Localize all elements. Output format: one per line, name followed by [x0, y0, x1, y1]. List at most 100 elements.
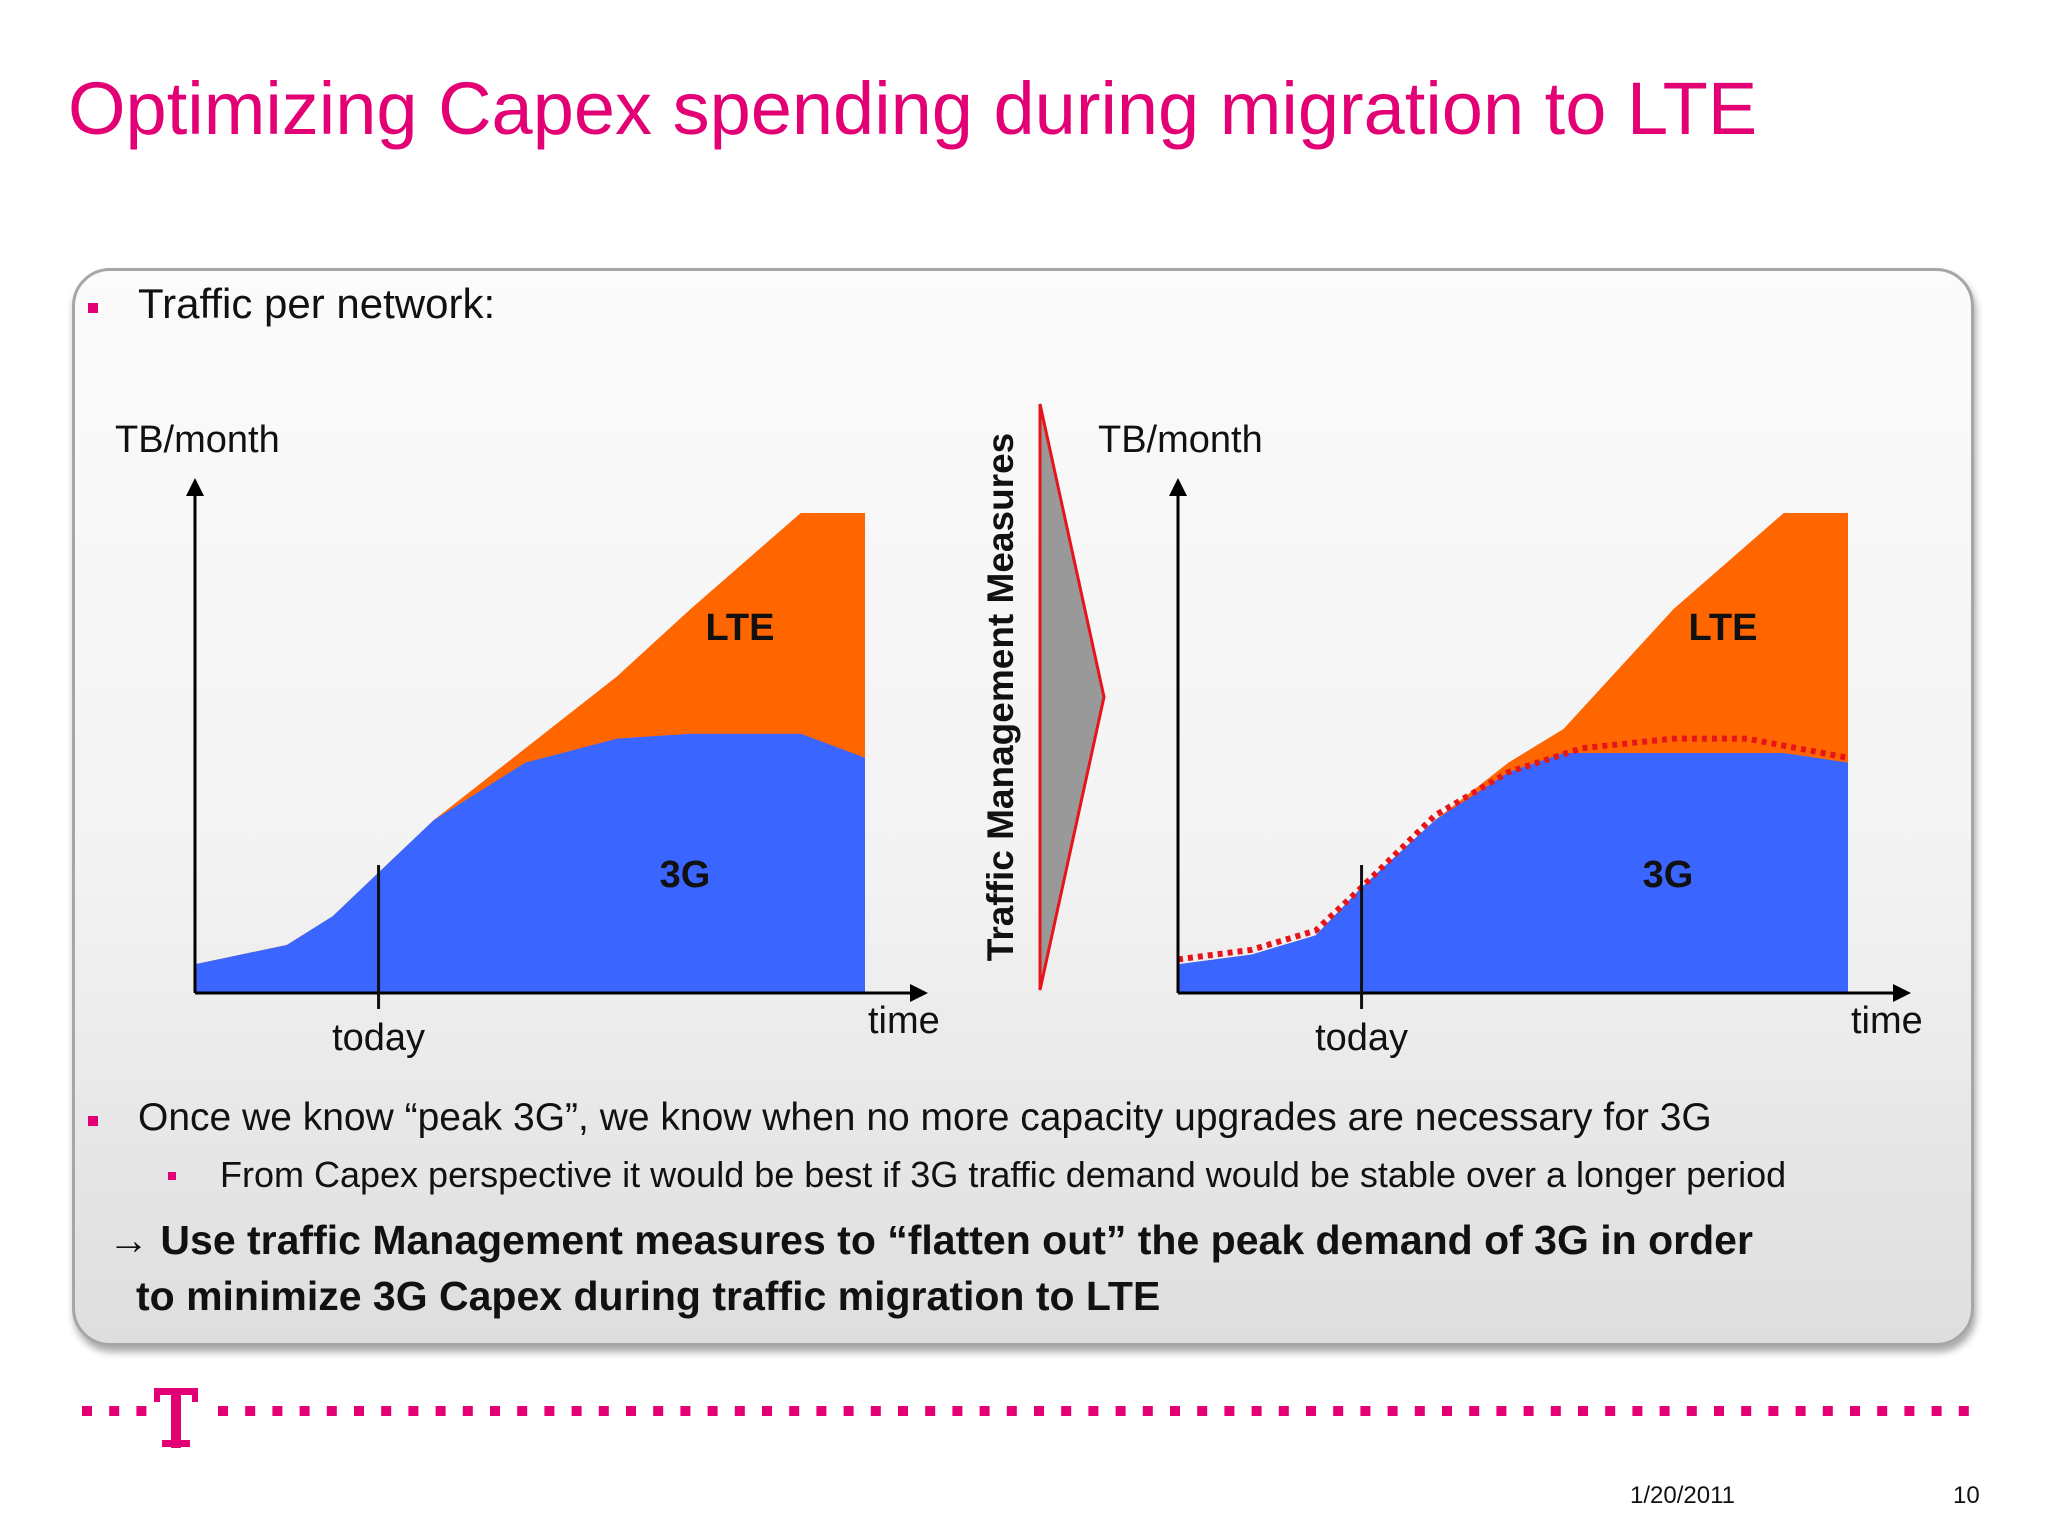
footer-dot — [816, 1406, 827, 1416]
footer-dots — [82, 1406, 1969, 1416]
footer-dot — [979, 1406, 990, 1416]
today-label: today — [332, 1017, 425, 1059]
footer-dot — [952, 1406, 963, 1416]
footer-dot — [1251, 1406, 1262, 1416]
footer-dot — [1795, 1406, 1806, 1416]
footer-dot — [1714, 1406, 1724, 1416]
footer-dot — [1034, 1406, 1044, 1416]
footer-dot — [1414, 1406, 1425, 1416]
bullet-peak-3g: Once we know “peak 3G”, we know when no … — [138, 1096, 1712, 1139]
footer-dot — [925, 1406, 936, 1416]
chart-after — [1169, 478, 1911, 1009]
3g-series-label: 3G — [660, 854, 711, 896]
footer-dot — [1605, 1406, 1616, 1416]
footer-dot — [734, 1406, 745, 1416]
footer-dot — [1523, 1406, 1534, 1416]
conclusion-arrow-icon: → — [108, 1217, 149, 1263]
footer-dot — [1387, 1406, 1398, 1416]
footer-dot — [517, 1406, 528, 1416]
footer-dot — [1469, 1406, 1480, 1416]
footer-dot — [1088, 1406, 1099, 1416]
footer-page-number: 10 — [1953, 1482, 1980, 1509]
footer-dot — [1632, 1406, 1643, 1416]
3g-area — [1178, 753, 1848, 993]
slide-title: Optimizing Capex spending during migrati… — [68, 67, 1758, 150]
footer-dot — [82, 1406, 92, 1416]
footer-dot — [218, 1406, 228, 1416]
footer-dot — [1115, 1406, 1126, 1416]
telekom-logo — [154, 1388, 198, 1448]
footer-dot — [1822, 1406, 1833, 1416]
sub-bullet-capex: From Capex perspective it would be best … — [220, 1154, 1787, 1195]
y-axis-arrow-icon — [186, 478, 204, 496]
lte-series-label: LTE — [1689, 607, 1758, 649]
footer-dot — [1931, 1406, 1942, 1416]
footer-dot — [1850, 1406, 1860, 1416]
footer-dot — [1224, 1406, 1235, 1416]
footer-dot — [245, 1406, 256, 1416]
x-axis-arrow-icon — [1893, 984, 1911, 1002]
footer-dot — [1768, 1406, 1779, 1416]
footer-dot — [1686, 1406, 1697, 1416]
footer-dot — [1278, 1406, 1289, 1416]
footer-dot — [1306, 1406, 1316, 1416]
footer-dot — [1659, 1406, 1670, 1416]
today-label: today — [1315, 1017, 1408, 1059]
footer-dot — [544, 1406, 555, 1416]
footer-dot — [1550, 1406, 1561, 1416]
x-axis-label: time — [1851, 1000, 1923, 1042]
footer-dot — [1142, 1406, 1153, 1416]
footer-dot — [1333, 1406, 1344, 1416]
footer-dot — [707, 1406, 718, 1416]
footer-dot — [136, 1406, 147, 1416]
bullet-marker — [88, 303, 98, 313]
footer-dot — [1442, 1406, 1452, 1416]
footer-dot — [1741, 1406, 1752, 1416]
conclusion-line-2: to minimize 3G Capex during traffic migr… — [136, 1273, 1161, 1319]
transition-arrow-icon — [1038, 403, 1106, 991]
x-axis-arrow-icon — [910, 984, 928, 1002]
y-axis-label: TB/month — [115, 419, 280, 461]
footer-dot — [354, 1406, 364, 1416]
footer-dot — [1496, 1406, 1507, 1416]
footer-dot — [1877, 1406, 1888, 1416]
conclusion-text: → Use traffic Management measures to “fl… — [108, 1212, 1968, 1324]
bullet-marker — [88, 1116, 98, 1126]
3g-area — [195, 733, 865, 993]
conclusion-line-1: Use traffic Management measures to “flat… — [160, 1217, 1753, 1263]
footer-dot — [1360, 1406, 1371, 1416]
footer-dot — [653, 1406, 664, 1416]
footer-dot — [299, 1406, 310, 1416]
footer-dot — [898, 1406, 908, 1416]
footer-dot — [843, 1406, 854, 1416]
sub-bullet-marker — [168, 1172, 176, 1180]
3g-series-label: 3G — [1643, 854, 1694, 896]
footer-dot — [1061, 1406, 1072, 1416]
footer-dot — [435, 1406, 446, 1416]
footer-dot — [598, 1406, 609, 1416]
footer-dot — [326, 1406, 337, 1416]
footer-dot — [626, 1406, 636, 1416]
footer-dot — [762, 1406, 772, 1416]
footer-dot — [272, 1406, 283, 1416]
chart-before — [186, 478, 928, 1009]
bullet-traffic-per-network: Traffic per network: — [138, 280, 496, 327]
footer-dot — [870, 1406, 881, 1416]
footer-dot — [1578, 1406, 1588, 1416]
footer-dot — [1006, 1406, 1017, 1416]
footer-dot — [1197, 1406, 1208, 1416]
footer-dot — [109, 1406, 120, 1416]
footer-dot — [462, 1406, 473, 1416]
footer-brand-bar — [82, 1388, 1969, 1448]
traffic-management-measures-label: Traffic Management Measures — [980, 433, 1021, 961]
footer-dot — [680, 1406, 691, 1416]
y-axis-arrow-icon — [1169, 478, 1187, 496]
footer-dot — [1904, 1406, 1915, 1416]
footer-date: 1/20/2011 — [1630, 1482, 1735, 1509]
footer-dot — [1958, 1406, 1969, 1416]
lte-series-label: LTE — [706, 607, 775, 649]
x-axis-label: time — [868, 1000, 940, 1042]
y-axis-label: TB/month — [1098, 419, 1263, 461]
footer-dot — [381, 1406, 392, 1416]
